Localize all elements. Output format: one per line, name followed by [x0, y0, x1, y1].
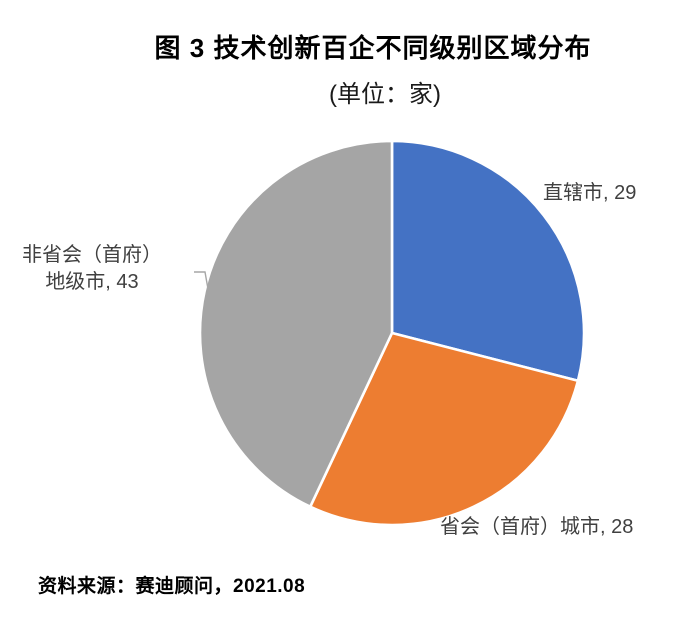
pie-slice-0 — [390, 139, 586, 383]
unit-label: (单位：家) — [329, 81, 441, 108]
data-label-non-capital: 非省会（首府） 地级市, 43 — [22, 242, 162, 296]
source-note: 资料来源：赛迪顾问，2021.08 — [38, 576, 306, 597]
data-label-municipality: 直辖市, 29 — [543, 182, 637, 204]
pie-slice-1 — [308, 331, 580, 527]
leader-line — [194, 271, 209, 290]
pie-slice-2 — [198, 139, 394, 509]
data-label-capital-city: 省会（首府）城市, 28 — [440, 516, 634, 538]
chart-title: 图 3 技术创新百企不同级别区域分布 — [154, 33, 592, 63]
pie-slices — [198, 139, 586, 527]
data-label-non-capital-line1: 非省会（首府） — [22, 244, 162, 266]
data-label-non-capital-line2: 地级市, 43 — [45, 271, 139, 293]
